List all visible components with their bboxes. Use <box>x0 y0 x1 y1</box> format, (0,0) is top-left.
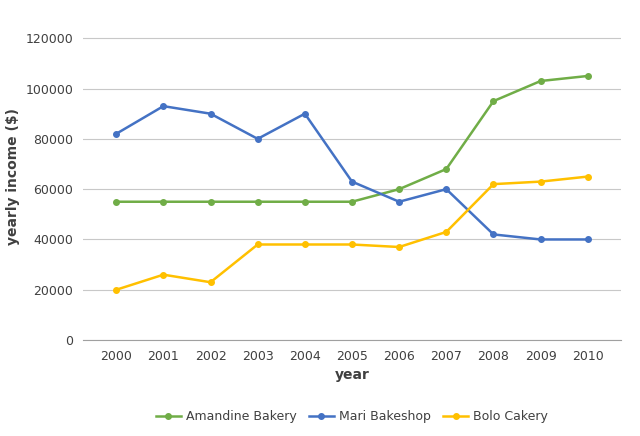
Bolo Cakery <box>490 181 497 187</box>
Bolo Cakery <box>113 287 120 293</box>
Amandine Bakery <box>207 199 214 204</box>
Mari Bakeshop <box>159 103 167 109</box>
X-axis label: year: year <box>335 368 369 382</box>
Bolo Cakery <box>396 245 403 250</box>
Mari Bakeshop <box>113 131 120 136</box>
Line: Mari Bakeshop: Mari Bakeshop <box>113 103 591 242</box>
Mari Bakeshop <box>301 111 308 116</box>
Amandine Bakery <box>254 199 262 204</box>
Mari Bakeshop <box>348 179 356 184</box>
Amandine Bakery <box>113 199 120 204</box>
Mari Bakeshop <box>584 237 591 242</box>
Amandine Bakery <box>396 187 403 192</box>
Amandine Bakery <box>584 73 591 78</box>
Bolo Cakery <box>254 242 262 247</box>
Bolo Cakery <box>301 242 308 247</box>
Legend: Amandine Bakery, Mari Bakeshop, Bolo Cakery: Amandine Bakery, Mari Bakeshop, Bolo Cak… <box>151 405 553 428</box>
Bolo Cakery <box>584 174 591 179</box>
Amandine Bakery <box>301 199 308 204</box>
Bolo Cakery <box>537 179 545 184</box>
Mari Bakeshop <box>207 111 214 116</box>
Mari Bakeshop <box>442 187 450 192</box>
Bolo Cakery <box>207 279 214 285</box>
Amandine Bakery <box>442 167 450 172</box>
Amandine Bakery <box>159 199 167 204</box>
Bolo Cakery <box>348 242 356 247</box>
Line: Amandine Bakery: Amandine Bakery <box>113 73 591 204</box>
Line: Bolo Cakery: Bolo Cakery <box>113 174 591 293</box>
Bolo Cakery <box>159 272 167 277</box>
Y-axis label: yearly income ($): yearly income ($) <box>6 108 20 245</box>
Bolo Cakery <box>442 229 450 235</box>
Amandine Bakery <box>490 99 497 104</box>
Mari Bakeshop <box>490 232 497 237</box>
Amandine Bakery <box>537 78 545 84</box>
Amandine Bakery <box>348 199 356 204</box>
Mari Bakeshop <box>537 237 545 242</box>
Mari Bakeshop <box>396 199 403 204</box>
Mari Bakeshop <box>254 136 262 141</box>
